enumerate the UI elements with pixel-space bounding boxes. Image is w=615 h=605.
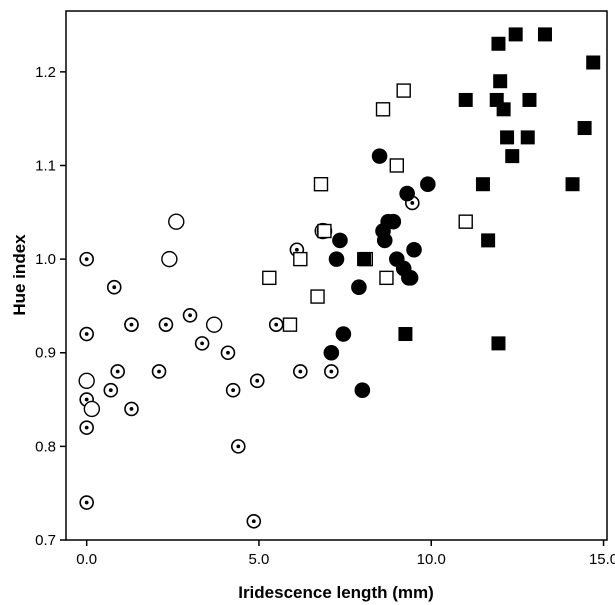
filled-square-point — [481, 233, 496, 248]
circle-dot-point — [79, 251, 94, 267]
filled-circle-point — [351, 279, 367, 296]
circle-dot-point — [182, 307, 198, 323]
filled-square-point — [505, 149, 520, 164]
filled-square-point — [500, 130, 515, 145]
filled-square-point — [491, 336, 506, 351]
circle-dot-point — [246, 513, 262, 529]
open-square-point — [389, 158, 405, 173]
filled-square-point — [491, 36, 506, 51]
filled-square-point — [577, 121, 592, 136]
filled-square-point — [493, 74, 508, 89]
open-circle-point — [161, 250, 178, 268]
circle-dot-point — [79, 420, 94, 435]
filled-circle-point — [385, 213, 402, 230]
open-square-point — [313, 177, 329, 192]
circle-dot-point — [151, 364, 167, 379]
filled-square-point — [520, 130, 535, 145]
y-tick-label: 1.2 — [35, 64, 56, 81]
filled-circle-point — [323, 344, 340, 361]
filled-square-point — [565, 177, 580, 192]
circle-dot-point — [230, 439, 246, 454]
open-circle-point — [205, 316, 223, 333]
circle-dot-point — [249, 373, 265, 389]
y-tick-label: 0.7 — [35, 532, 56, 549]
filled-circle-point — [406, 241, 422, 258]
open-square-point — [379, 270, 394, 286]
y-tick-label: 0.8 — [35, 438, 56, 455]
filled-square-point — [475, 177, 490, 192]
filled-circle-point — [328, 251, 345, 267]
circle-dot-point — [124, 401, 139, 417]
x-tick-label: 15.0 — [589, 551, 615, 568]
circle-dot-point — [124, 317, 139, 332]
filled-circle-point — [335, 326, 352, 342]
y-axis-title: Hue index — [10, 234, 29, 316]
filled-square-point — [458, 92, 473, 107]
circle-dot-point — [225, 382, 241, 398]
x-tick-label: 0.0 — [76, 551, 97, 568]
y-tick-label: 1.1 — [35, 157, 56, 174]
filled-square-point — [357, 252, 372, 267]
x-axis-title: Iridescence length (mm) — [238, 583, 434, 602]
circle-dot-point — [110, 364, 125, 379]
open-square-point — [310, 289, 325, 304]
plot-frame — [65, 10, 608, 541]
filled-square-point — [496, 102, 511, 117]
circle-dot-point — [293, 364, 308, 379]
open-circle-point — [83, 400, 101, 418]
y-tick-label: 0.9 — [35, 345, 56, 362]
open-square-point — [317, 223, 332, 239]
filled-square-point — [508, 27, 523, 42]
filled-square-point — [522, 92, 537, 107]
filled-circle-point — [371, 148, 388, 164]
open-square-point — [396, 83, 411, 98]
filled-circle-point — [420, 176, 436, 193]
circle-dot-point — [106, 279, 122, 295]
filled-square-point — [586, 55, 601, 70]
open-circle-point — [78, 372, 95, 390]
filled-square-point — [537, 27, 552, 42]
filled-circle-point — [399, 185, 415, 202]
filled-circle-point — [376, 232, 393, 249]
circle-dot-point — [324, 364, 339, 379]
open-square-point — [262, 270, 277, 286]
open-square-point — [458, 214, 473, 229]
filled-square-point — [398, 327, 413, 342]
x-tick-label: 5.0 — [249, 551, 270, 568]
circle-dot-point — [79, 326, 94, 342]
circle-dot-point — [268, 317, 284, 332]
open-circle-point — [168, 213, 185, 230]
open-square-point — [293, 251, 308, 267]
y-tick-label: 1.0 — [35, 251, 56, 268]
circle-dot-point — [103, 382, 119, 398]
filled-circle-point — [402, 270, 419, 286]
x-tick-label: 10.0 — [417, 551, 446, 568]
filled-circle-point — [354, 382, 371, 398]
circle-dot-point — [194, 336, 210, 351]
open-square-point — [375, 102, 391, 117]
open-square-point — [282, 317, 298, 332]
circle-dot-point — [158, 317, 174, 332]
axis-ticks: 0.0 5.0 10.0 15.0 0.7 0.8 0.9 1.0 1.1 1.2 — [35, 64, 615, 568]
circle-dot-point — [79, 495, 94, 510]
filled-circle-point — [332, 232, 348, 249]
data-points — [78, 27, 601, 529]
circle-dot-point — [220, 345, 236, 361]
